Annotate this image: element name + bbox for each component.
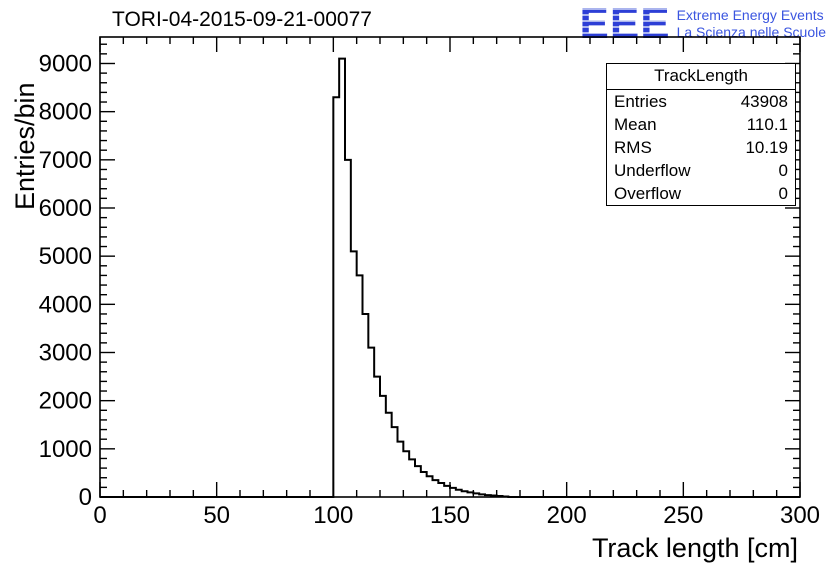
y-tick-label: 4000	[39, 291, 92, 318]
stats-label: RMS	[614, 138, 652, 157]
x-tick-label: 300	[780, 502, 820, 529]
stats-box-title: TrackLength	[607, 64, 795, 90]
stats-label: Entries	[614, 92, 667, 111]
y-axis-title: Entries/bin	[10, 82, 40, 210]
y-tick-label: 7000	[39, 147, 92, 174]
stats-row-overflow: Overflow 0	[607, 182, 795, 205]
x-tick-label: 50	[203, 502, 230, 529]
y-tick-label: 0	[79, 484, 92, 511]
plot-frame	[99, 36, 801, 498]
y-tick-label: 9000	[39, 50, 92, 77]
eee-logo: EEE Extreme Energy Events La Scienza nel…	[579, 0, 826, 48]
plot-title: TORI-04-2015-09-21-00077	[112, 8, 372, 31]
x-tick-label: 100	[313, 502, 353, 529]
stats-row-rms: RMS 10.19	[607, 136, 795, 159]
stats-box: TrackLength Entries 43908 Mean 110.1 RMS…	[606, 63, 796, 206]
stats-label: Overflow	[614, 184, 682, 203]
x-tick-label: 250	[663, 502, 703, 529]
stats-row-underflow: Underflow 0	[607, 159, 795, 182]
stats-value: 43908	[740, 92, 788, 111]
stats-row-mean: Mean 110.1	[607, 113, 795, 136]
stats-value: 110.1	[746, 115, 788, 134]
stats-value: 0	[778, 184, 788, 203]
y-tick-label: 8000	[39, 99, 92, 126]
stats-label: Underflow	[614, 161, 691, 180]
histogram-line	[100, 57, 800, 498]
stats-value: 10.19	[745, 138, 788, 157]
x-tick-label: 200	[547, 502, 587, 529]
stats-row-entries: Entries 43908	[607, 90, 795, 113]
y-tick-label: 6000	[39, 195, 92, 222]
x-axis-title: Track length [cm]	[592, 533, 798, 563]
eee-logo-line2: La Scienza nelle Scuole	[676, 24, 826, 40]
y-tick-label: 5000	[39, 243, 92, 270]
stats-label: Mean	[614, 115, 657, 134]
x-tick-label: 150	[430, 502, 470, 529]
eee-logo-letters: EEE	[579, 0, 671, 48]
y-tick-label: 1000	[39, 436, 92, 463]
stats-value: 0	[778, 161, 788, 180]
x-tick-label: 0	[93, 502, 106, 529]
eee-logo-line1: Extreme Energy Events	[676, 7, 824, 23]
y-tick-label: 2000	[39, 388, 92, 415]
y-tick-label: 3000	[39, 339, 92, 366]
eee-logo-text: Extreme Energy Events La Scienza nelle S…	[677, 4, 826, 41]
